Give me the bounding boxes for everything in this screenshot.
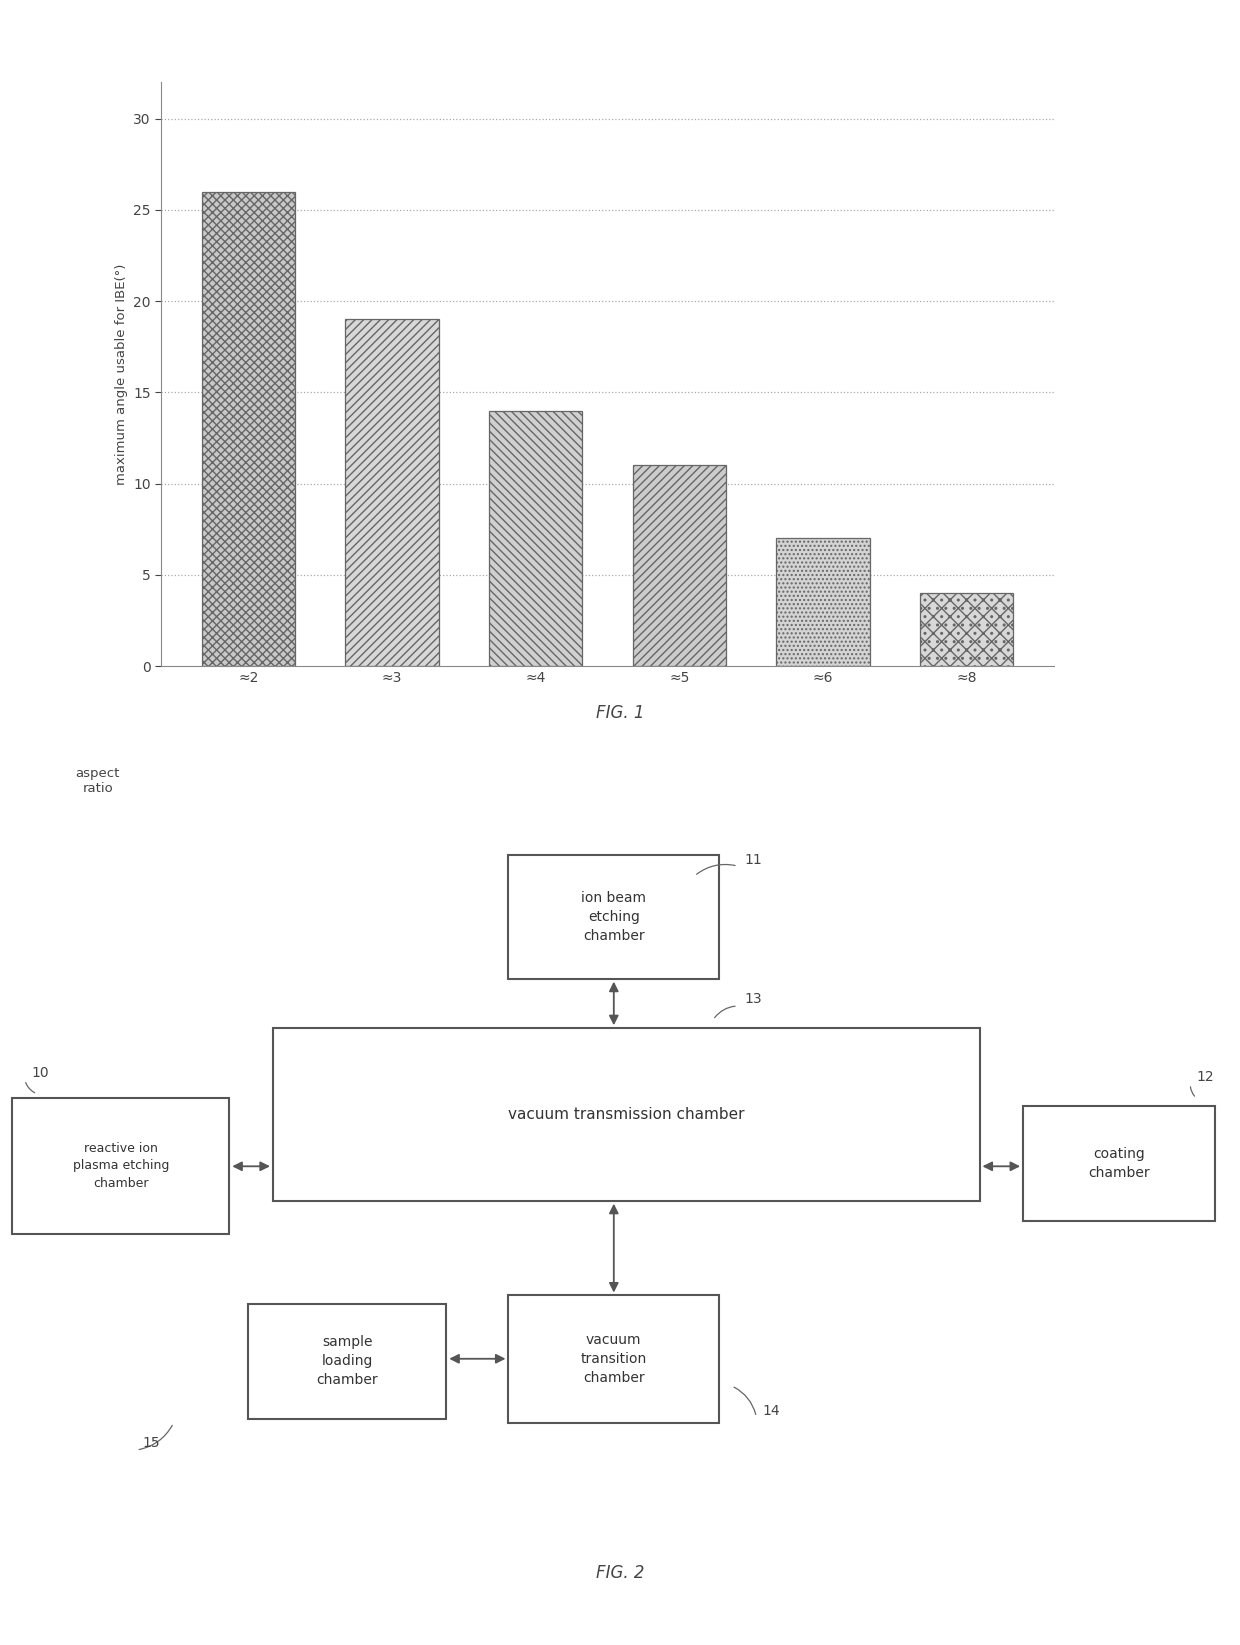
Text: sample
loading
chamber: sample loading chamber — [316, 1336, 378, 1387]
Text: ion beam
etching
chamber: ion beam etching chamber — [582, 892, 646, 943]
Text: 13: 13 — [744, 992, 761, 1007]
Text: vacuum transmission chamber: vacuum transmission chamber — [508, 1107, 744, 1122]
Text: 15: 15 — [143, 1436, 160, 1451]
Text: 10: 10 — [31, 1066, 48, 1081]
FancyBboxPatch shape — [273, 1028, 980, 1201]
Text: FIG. 2: FIG. 2 — [595, 1564, 645, 1582]
Text: coating
chamber: coating chamber — [1089, 1147, 1149, 1181]
FancyBboxPatch shape — [508, 1296, 719, 1423]
Y-axis label: maximum angle usable for IBE(°): maximum angle usable for IBE(°) — [114, 263, 128, 485]
Text: 14: 14 — [763, 1403, 780, 1418]
Text: 12: 12 — [1197, 1071, 1214, 1084]
FancyBboxPatch shape — [1023, 1105, 1215, 1221]
Bar — [202, 192, 295, 666]
Text: 11: 11 — [744, 852, 761, 867]
Bar — [346, 319, 439, 666]
FancyBboxPatch shape — [12, 1099, 229, 1234]
FancyBboxPatch shape — [248, 1303, 446, 1418]
Text: reactive ion
plasma etching
chamber: reactive ion plasma etching chamber — [73, 1142, 169, 1189]
Text: vacuum
transition
chamber: vacuum transition chamber — [580, 1332, 647, 1385]
Bar — [920, 594, 1013, 666]
Bar — [776, 538, 869, 666]
Text: FIG. 1: FIG. 1 — [595, 704, 645, 722]
Bar — [489, 411, 583, 666]
FancyBboxPatch shape — [508, 855, 719, 979]
Text: aspect
ratio: aspect ratio — [76, 767, 120, 795]
Bar — [632, 466, 727, 666]
